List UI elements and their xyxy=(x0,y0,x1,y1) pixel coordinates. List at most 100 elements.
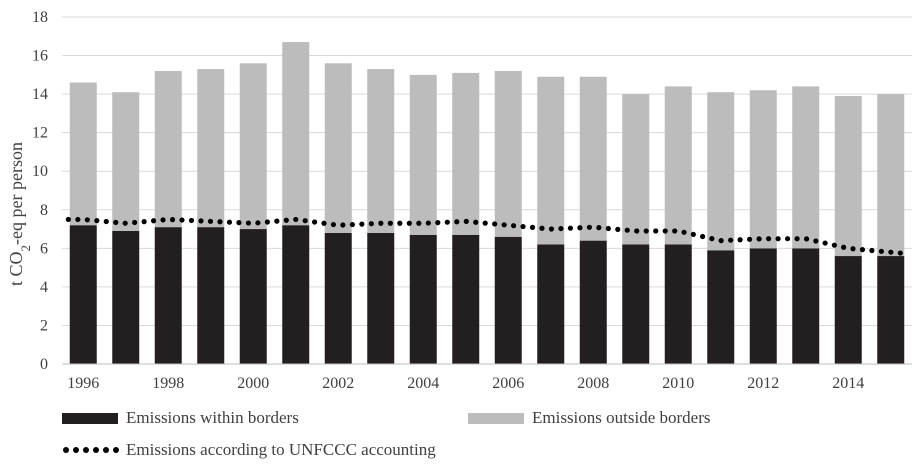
unfccc-dot xyxy=(169,217,176,223)
unfccc-dot xyxy=(311,219,318,225)
unfccc-dot xyxy=(75,216,81,223)
unfccc-dot xyxy=(368,221,374,227)
y-tick-label: 4 xyxy=(40,279,48,296)
bar-outside-borders xyxy=(324,63,352,233)
bar-outside-borders xyxy=(834,96,862,257)
unfccc-dot xyxy=(274,218,280,224)
unfccc-dot xyxy=(397,220,403,226)
x-tick-label: 2002 xyxy=(322,375,354,392)
y-tick-label: 8 xyxy=(40,202,48,219)
x-tick-label: 2014 xyxy=(832,375,864,392)
unfccc-dot xyxy=(539,225,545,231)
unfccc-dot xyxy=(586,224,592,230)
unfccc-dot xyxy=(662,228,668,234)
unfccc-dot xyxy=(150,218,157,224)
y-tick-label: 16 xyxy=(32,48,48,65)
unfccc-dot xyxy=(520,223,526,230)
unfccc-dot xyxy=(330,221,337,228)
unfccc-dot xyxy=(349,221,355,228)
x-tick-label: 2000 xyxy=(237,375,269,392)
bar-outside-borders xyxy=(877,94,905,257)
unfccc-dot xyxy=(226,219,233,225)
unfccc-dot xyxy=(850,246,856,252)
bar-outside-borders xyxy=(749,90,777,249)
unfccc-dot xyxy=(728,237,734,243)
unfccc-dot xyxy=(463,218,469,224)
unfccc-dot xyxy=(378,220,384,226)
y-axis-title: t CO2-eq per person xyxy=(6,142,33,286)
bar-outside-borders xyxy=(579,76,607,241)
bar-within-borders xyxy=(664,244,692,364)
unfccc-dot xyxy=(747,236,753,242)
bar-outside-borders xyxy=(154,70,182,228)
unfccc-dot xyxy=(567,225,574,231)
unfccc-dot xyxy=(84,217,90,223)
unfccc-dot xyxy=(859,247,866,253)
bar-within-borders xyxy=(877,256,905,364)
unfccc-dot xyxy=(548,226,555,232)
x-tick-label: 2006 xyxy=(492,375,524,392)
bar-outside-borders xyxy=(622,94,650,245)
unfccc-dot xyxy=(615,226,621,232)
unfccc-dot xyxy=(699,233,706,240)
bar-outside-borders xyxy=(537,76,565,245)
bar-outside-borders xyxy=(69,82,97,226)
unfccc-dot xyxy=(878,248,884,254)
unfccc-dot xyxy=(510,223,517,229)
unfccc-dot xyxy=(492,221,498,227)
bar-outside-borders xyxy=(494,70,522,237)
unfccc-dot xyxy=(737,237,743,243)
unfccc-dot xyxy=(605,225,611,232)
unfccc-dot xyxy=(264,219,270,225)
bar-within-borders xyxy=(749,248,777,364)
unfccc-dot xyxy=(113,219,119,225)
unfccc-dot xyxy=(482,220,488,226)
unfccc-dot xyxy=(784,236,791,242)
bar-outside-borders xyxy=(197,69,225,228)
unfccc-dot xyxy=(255,220,261,226)
bar-outside-borders xyxy=(664,86,692,245)
bar-within-borders xyxy=(154,227,182,364)
x-tick-label: 2008 xyxy=(577,375,609,392)
y-axis-title-main: t CO xyxy=(6,251,26,286)
bar-within-borders xyxy=(622,244,650,364)
unfccc-dot xyxy=(217,219,223,225)
bar-within-borders xyxy=(494,236,522,364)
bar-within-borders xyxy=(282,225,310,364)
unfccc-dot xyxy=(425,220,431,226)
y-tick-label: 6 xyxy=(40,240,48,257)
x-tick-label: 2010 xyxy=(662,375,694,392)
unfccc-dot xyxy=(454,219,460,225)
y-tick-label: 18 xyxy=(32,9,48,26)
y-tick-labels: 0 2 4 6 8 10 12 14 16 18 xyxy=(32,9,48,373)
y-tick-label: 12 xyxy=(32,125,48,142)
bar-outside-borders xyxy=(409,74,437,235)
unfccc-dot xyxy=(245,220,252,226)
bar-within-borders xyxy=(792,248,820,364)
unfccc-dot xyxy=(416,220,422,226)
y-tick-label: 0 xyxy=(40,356,48,373)
y-tick-label: 14 xyxy=(32,86,48,103)
unfccc-dot xyxy=(577,225,583,231)
x-tick-labels: 1996 1998 2000 2002 2004 2006 2008 2010 2012 2014 xyxy=(67,375,864,392)
unfccc-dot xyxy=(435,220,441,226)
unfccc-dot xyxy=(473,219,479,225)
bar-within-borders xyxy=(324,232,352,364)
unfccc-dot xyxy=(596,225,602,231)
unfccc-dot xyxy=(293,216,299,223)
unfccc-dot xyxy=(672,228,678,234)
unfccc-dot xyxy=(340,222,346,228)
unfccc-dot xyxy=(406,220,412,226)
bar-within-borders xyxy=(537,244,565,364)
unfccc-dot xyxy=(236,220,242,226)
unfccc-dot xyxy=(321,220,327,226)
unfccc-dot xyxy=(132,219,138,226)
unfccc-dot xyxy=(634,228,640,234)
x-tick-label: 1996 xyxy=(67,375,99,392)
bar-within-borders xyxy=(452,234,480,364)
unfccc-dot xyxy=(501,222,507,228)
unfccc-dot xyxy=(207,218,214,224)
y-axis-title-sub: 2 xyxy=(18,245,33,252)
unfccc-dot xyxy=(831,242,837,248)
unfccc-dot xyxy=(709,236,715,242)
